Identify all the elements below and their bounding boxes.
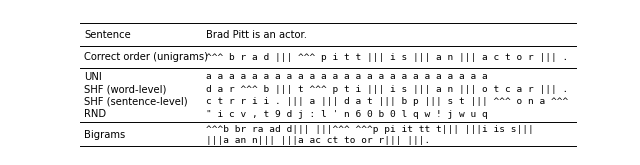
Text: RND: RND: [84, 109, 106, 119]
Text: a a a a a a a a a a a a a a a a a a a a a a a a a: a a a a a a a a a a a a a a a a a a a a …: [207, 72, 488, 81]
Text: Correct order (unigrams): Correct order (unigrams): [84, 52, 208, 62]
Text: SHF (word-level): SHF (word-level): [84, 84, 166, 94]
Text: Sentence: Sentence: [84, 30, 131, 40]
Text: Brad Pitt is an actor.: Brad Pitt is an actor.: [207, 30, 307, 40]
Text: " i c v , t 9 d j : l ' n 6 0 b 0 l q w ! j w u q: " i c v , t 9 d j : l ' n 6 0 b 0 l q w …: [207, 110, 488, 119]
Text: SHF (sentence-level): SHF (sentence-level): [84, 97, 188, 106]
Text: c t r r i i . ||| a ||| d a t ||| b p ||| s t ||| ^^^ o n a ^^^: c t r r i i . ||| a ||| d a t ||| b p ||…: [207, 97, 569, 106]
Text: d a r ^^^ b ||| t ^^^ p t i ||| i s ||| a n ||| o t c a r ||| .: d a r ^^^ b ||| t ^^^ p t i ||| i s ||| …: [207, 84, 569, 94]
Text: ^^^b br ra ad d||| |||^^^ ^^^p pi it tt t||| |||i is s|||: ^^^b br ra ad d||| |||^^^ ^^^p pi it tt …: [207, 125, 534, 134]
Text: ^^^ b r a d ||| ^^^ p i t t ||| i s ||| a n ||| a c t o r ||| .: ^^^ b r a d ||| ^^^ p i t t ||| i s ||| …: [207, 53, 569, 62]
Text: UNI: UNI: [84, 72, 102, 82]
Text: |||a an n||| |||a ac ct to or r||| |||.: |||a an n||| |||a ac ct to or r||| |||.: [207, 136, 431, 145]
Text: Bigrams: Bigrams: [84, 130, 125, 140]
